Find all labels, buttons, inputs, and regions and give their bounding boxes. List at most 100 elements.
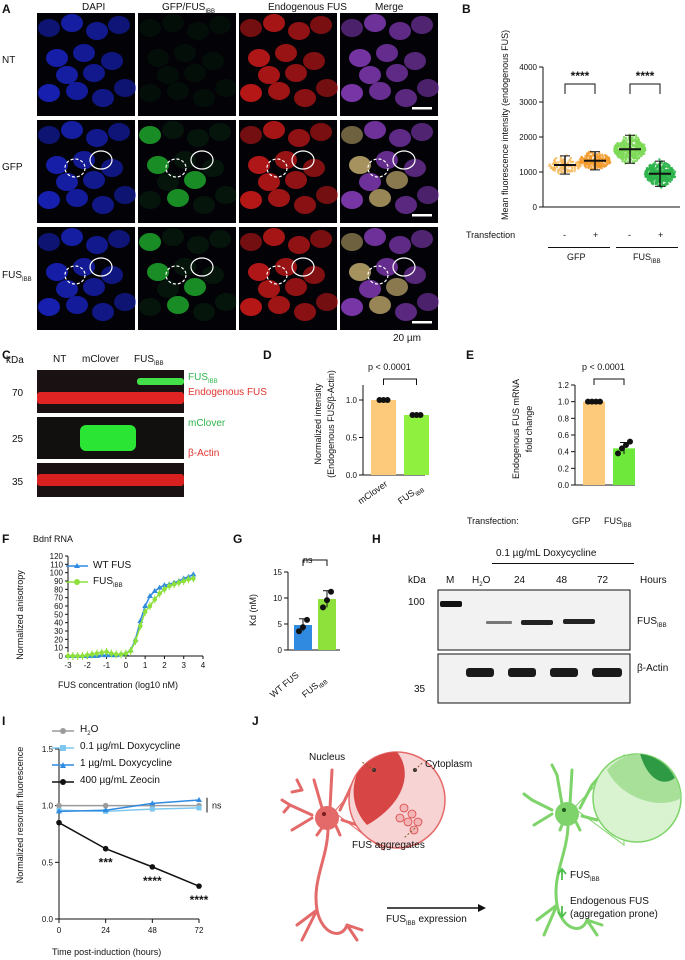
- col-header-dapi: DAPI: [82, 2, 106, 13]
- nucleus-cell: [73, 151, 95, 169]
- nucleus-cell: [364, 14, 386, 32]
- b-point: [665, 180, 668, 184]
- nucleus-cell: [61, 121, 83, 139]
- f-point: [89, 652, 95, 657]
- panel-label-c: C: [2, 348, 11, 362]
- nucleus-cell: [202, 52, 224, 70]
- b-point: [665, 165, 669, 168]
- nucleus-cell: [157, 66, 179, 84]
- b-point: [653, 161, 656, 164]
- b-point: [626, 153, 629, 157]
- b-sig-bracket: [629, 83, 661, 94]
- bar-point: [304, 616, 310, 623]
- b-ytick-label: 4000: [519, 63, 537, 72]
- bar-point: [417, 412, 424, 418]
- legend-dox-1: 1 µg/mL Doxycycline: [80, 758, 173, 769]
- nucleus-cell: [288, 129, 310, 147]
- f-point: [109, 651, 114, 656]
- nucleus-cell: [193, 303, 215, 321]
- col-header-endogenous-fus: Endogenous FUS: [268, 2, 347, 13]
- blot-h-bottom: [437, 653, 631, 704]
- aggregate-cluster: [395, 803, 423, 835]
- nucleus-cell: [187, 236, 209, 254]
- b-point: [596, 163, 600, 167]
- b-point: [626, 149, 629, 153]
- label-aggregation-prone: (aggregation prone): [570, 909, 658, 920]
- i-xtick-label: 48: [148, 926, 157, 935]
- nucleus-cell: [101, 52, 123, 70]
- nucleus-cell: [202, 266, 224, 284]
- b-point: [581, 161, 584, 164]
- b-point: [660, 186, 663, 189]
- panel-g-cat-wt: WT FUS: [268, 669, 301, 700]
- b-point: [649, 177, 652, 180]
- band-label-fus-ibb: FUSIBB: [188, 372, 218, 385]
- b-point: [654, 175, 657, 178]
- b-ytick-label: 1000: [519, 168, 537, 177]
- b-point: [578, 157, 582, 161]
- nucleus-cell: [157, 173, 179, 191]
- bar-1: [404, 415, 429, 475]
- lane-h2o: H2O: [472, 575, 491, 588]
- b-point: [578, 165, 581, 169]
- panel-label-i: I: [2, 714, 6, 728]
- panel-label-g: G: [233, 532, 243, 546]
- f-point: [75, 653, 80, 659]
- nucleus-cell: [193, 196, 215, 214]
- b-point: [622, 135, 626, 139]
- band-mclover: [80, 425, 136, 451]
- i-ytick-label: 1.0: [42, 802, 54, 811]
- b-point: [584, 166, 588, 169]
- outline-dashed: [64, 158, 86, 178]
- i-point: [196, 805, 202, 811]
- panel-b-sign-2: +: [593, 230, 599, 240]
- nucleus-cell: [275, 151, 297, 169]
- bar-ytick-label: 1.2: [558, 381, 570, 390]
- actin-band: [466, 668, 494, 677]
- nucleus-cell: [167, 82, 189, 100]
- b-point: [670, 175, 674, 178]
- bar-ytick-label: 0.2: [558, 464, 570, 473]
- nucleus-cell: [38, 84, 60, 102]
- scale-bar-label: 20 µm: [393, 333, 421, 344]
- f-point: [113, 652, 119, 657]
- b-point: [589, 156, 592, 159]
- panel-h-kda: kDa: [408, 575, 426, 586]
- outline-solid: [190, 257, 214, 277]
- panel-g-ylabel: Kd (nM): [248, 594, 258, 627]
- nucleus-cell: [83, 171, 105, 189]
- nucleus-cell: [139, 298, 161, 316]
- panel-label-e: E: [466, 348, 475, 362]
- panel-f-title: Bdnf RNA: [33, 534, 74, 544]
- panel-b-scatter-chart: 0 1000 2000 3000 4000 **** ****: [519, 63, 680, 212]
- nucleus-cell: [364, 121, 386, 139]
- nucleus-cell: [114, 79, 136, 97]
- f-ytick-label: 80: [54, 585, 63, 594]
- nucleus-cell: [114, 293, 136, 311]
- f-ytick-label: 30: [54, 627, 63, 636]
- bar-ytick-label: 0.4: [558, 448, 570, 457]
- bar-point: [384, 397, 391, 403]
- nucleus-cell: [386, 278, 408, 296]
- b-point: [640, 142, 643, 146]
- f-point: [162, 587, 167, 592]
- nucleus-cell: [411, 230, 433, 248]
- b-point: [631, 151, 634, 155]
- bar-bracket: [593, 378, 625, 385]
- nucleus-cell: [316, 79, 338, 97]
- b-point: [666, 182, 669, 186]
- nucleus-cell: [310, 230, 332, 248]
- b-point: [619, 142, 622, 145]
- nucleus-cell: [162, 228, 184, 246]
- lane-48: 48: [556, 575, 568, 586]
- bar-ytick-label: 0: [278, 646, 283, 655]
- b-point: [660, 162, 663, 165]
- fus-band-24: [486, 621, 512, 624]
- nucleus-cell: [288, 22, 310, 40]
- f-ytick-label: 40: [54, 619, 63, 628]
- f-point: [190, 571, 197, 577]
- i-point: [102, 807, 109, 813]
- b-point: [589, 154, 592, 157]
- nucleus-cell: [359, 280, 381, 298]
- b-point: [673, 175, 676, 179]
